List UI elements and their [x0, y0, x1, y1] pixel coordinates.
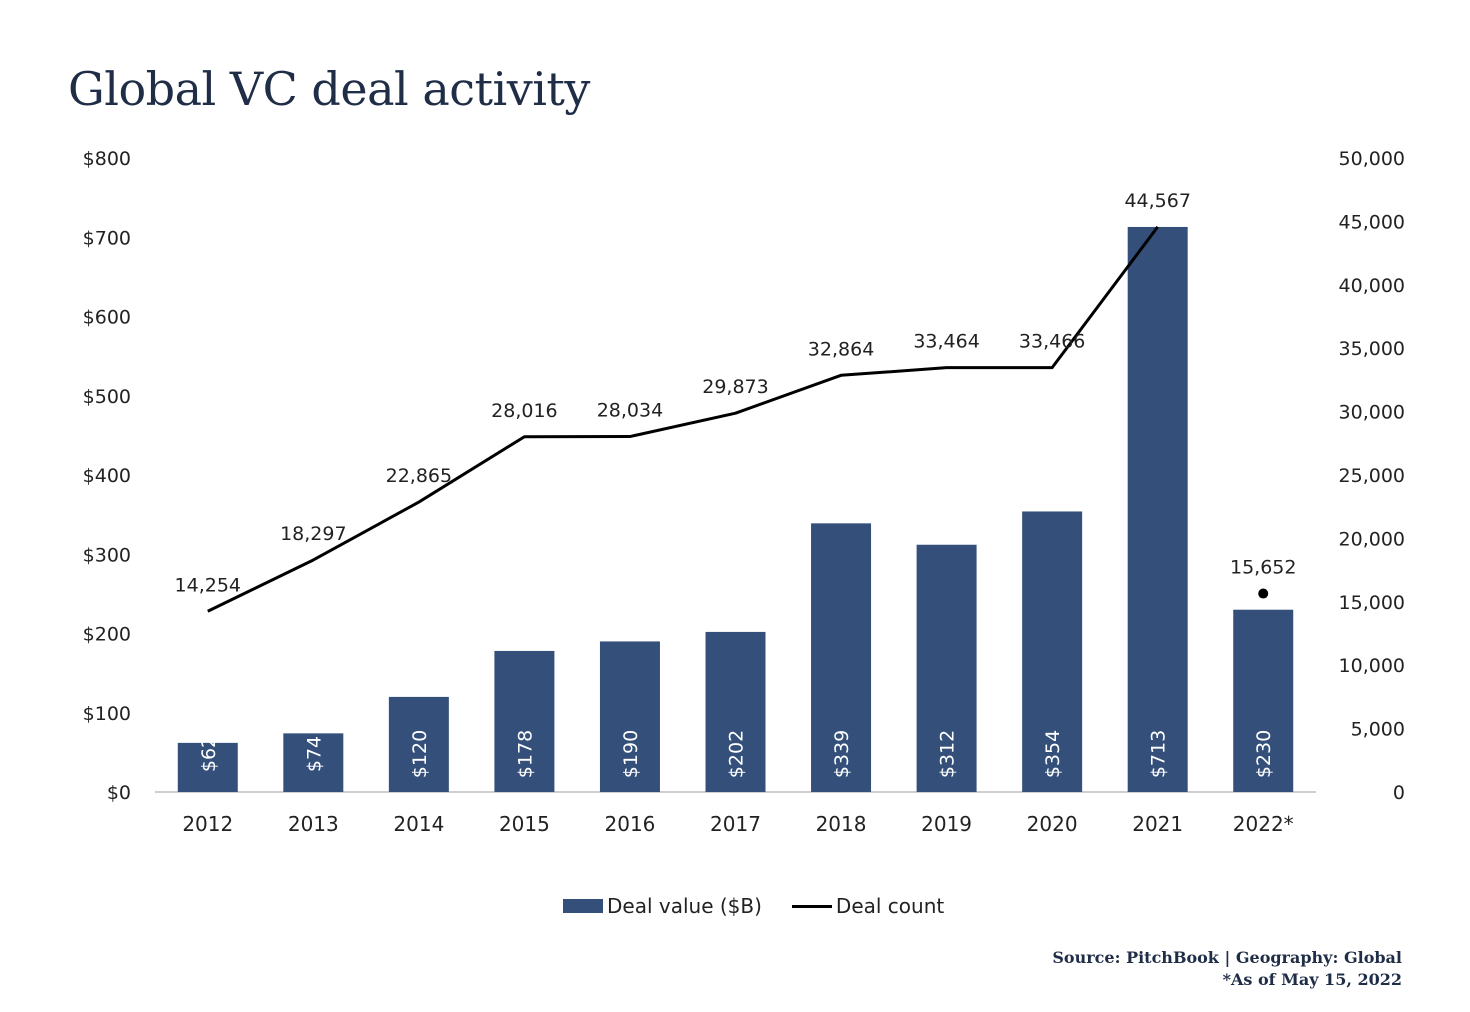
chart-title: Global VC deal activity	[68, 62, 590, 116]
bar	[705, 631, 766, 792]
bar-value-label: $190	[620, 730, 642, 778]
right-tick-label: 5,000	[1351, 719, 1405, 741]
bar	[1233, 609, 1294, 792]
x-tick-label: 2016	[605, 812, 656, 836]
deal-count-label: 33,464	[913, 331, 979, 353]
legend: Deal value ($B) Deal count	[563, 893, 944, 919]
bar	[388, 696, 449, 792]
bar	[177, 742, 238, 792]
bar-value-label: $354	[1042, 730, 1064, 778]
x-tick-label: 2012	[182, 812, 233, 836]
bar-value-label: $339	[831, 730, 853, 778]
bar	[494, 650, 555, 792]
left-tick-label: $200	[83, 624, 131, 646]
deal-count-label: 29,873	[702, 376, 768, 398]
right-tick-label: 25,000	[1339, 465, 1405, 487]
deal-count-marker	[1258, 588, 1269, 599]
deal-count-label: 28,034	[597, 400, 663, 422]
right-axis: 0 5,000 10,000 15,000 20,000 25,000 30,000 35,0…	[1339, 148, 1405, 804]
right-tick-label: 40,000	[1339, 275, 1405, 297]
x-tick-label: 2019	[921, 812, 972, 836]
right-tick-label: 20,000	[1339, 528, 1405, 550]
bar-value-label: $74	[303, 736, 325, 772]
x-tick-label: 2020	[1027, 812, 1078, 836]
deal-count-label: 14,254	[175, 574, 241, 596]
deal-value-labels: $62 $74 $120 $178 $190 $202 $339 $312 $354 $713 $2…	[198, 730, 1275, 778]
deal-count-label: 44,567	[1124, 190, 1190, 212]
deal-value-bars	[177, 226, 1294, 792]
deal-count-labels: 14,254 18,297 22,865 28,016 28,034 29,873 32,8…	[175, 190, 1297, 596]
left-axis: $0 $100 $200 $300 $400 $500 $600 $700 $800	[83, 148, 1316, 804]
x-tick-label: 2013	[288, 812, 339, 836]
left-tick-label: $400	[83, 465, 131, 487]
left-tick-label: $500	[83, 386, 131, 408]
legend-line-swatch	[791, 904, 832, 908]
left-tick-label: $100	[83, 703, 131, 725]
deal-count-label: 18,297	[280, 523, 346, 545]
bar	[916, 544, 977, 792]
left-tick-label: $700	[83, 227, 131, 249]
x-tick-label: 2018	[816, 812, 867, 836]
right-tick-label: 15,000	[1339, 592, 1405, 614]
left-tick-label: $600	[83, 307, 131, 329]
bar-value-label: $312	[937, 730, 959, 778]
right-tick-label: 10,000	[1339, 655, 1405, 677]
deal-count-label: 22,865	[386, 465, 452, 487]
deal-count-label: 28,016	[491, 400, 557, 422]
x-tick-label: 2017	[710, 812, 761, 836]
right-tick-label: 45,000	[1339, 211, 1405, 233]
right-tick-label: 35,000	[1339, 338, 1405, 360]
bar	[599, 641, 660, 792]
right-tick-label: 0	[1393, 782, 1405, 804]
date-note: *As of May 15, 2022	[1222, 970, 1402, 989]
bar-value-label: $62	[198, 736, 220, 772]
bar-value-label: $230	[1253, 730, 1275, 778]
legend-bar-swatch	[563, 899, 603, 913]
source-note: Source: PitchBook | Geography: Global	[1052, 948, 1402, 967]
x-tick-label: 2021	[1132, 812, 1183, 836]
x-tick-label: 2015	[499, 812, 550, 836]
bar	[811, 523, 872, 792]
bar	[283, 733, 344, 792]
bar-value-label: $713	[1148, 730, 1170, 778]
right-tick-label: 50,000	[1339, 148, 1405, 170]
bar	[1127, 226, 1188, 792]
right-tick-label: 30,000	[1339, 402, 1405, 424]
x-tick-label: 2014	[393, 812, 444, 836]
left-tick-label: $800	[83, 148, 131, 170]
deal-count-series	[207, 225, 1269, 613]
left-tick-label: $0	[107, 782, 131, 804]
category-labels: 2012 2013 2014 2015 2016 2017 2018 2019 2020 2021…	[182, 812, 1293, 836]
bar	[1022, 511, 1083, 792]
legend-bar-label: Deal value ($B)	[607, 894, 762, 918]
left-tick-label: $300	[83, 544, 131, 566]
bar-value-label: $120	[409, 730, 431, 778]
bar-value-label: $202	[726, 730, 748, 778]
deal-count-label: 15,652	[1230, 557, 1296, 579]
deal-count-label: 32,864	[808, 338, 874, 360]
bar-value-label: $178	[514, 730, 536, 778]
deal-count-label: 33,466	[1019, 331, 1085, 353]
x-tick-label: 2022*	[1233, 812, 1294, 836]
legend-line-label: Deal count	[835, 894, 945, 918]
deal-count-line	[207, 225, 1159, 613]
